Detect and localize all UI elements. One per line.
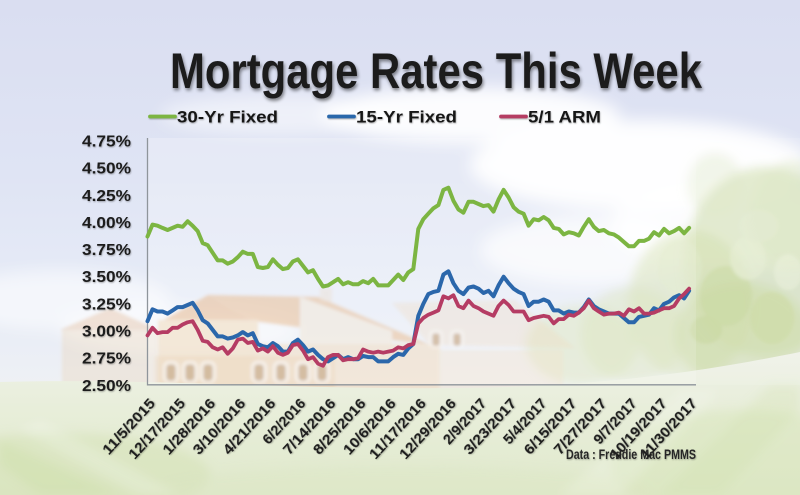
svg-text:4.75%: 4.75% <box>82 134 131 151</box>
svg-text:Mortgage Rates This Week: Mortgage Rates This Week <box>170 43 702 99</box>
svg-text:4.50%: 4.50% <box>82 161 131 178</box>
svg-text:3.00%: 3.00% <box>82 324 131 341</box>
svg-text:2.75%: 2.75% <box>82 351 131 368</box>
svg-text:3.25%: 3.25% <box>82 296 131 313</box>
svg-text:15-Yr Fixed: 15-Yr Fixed <box>356 108 457 127</box>
svg-text:30-Yr Fixed: 30-Yr Fixed <box>177 108 278 127</box>
svg-text:3.50%: 3.50% <box>82 269 131 286</box>
svg-text:4.25%: 4.25% <box>82 188 131 205</box>
svg-text:Data : Freddie Mac PMMS: Data : Freddie Mac PMMS <box>566 446 696 462</box>
svg-text:4.00%: 4.00% <box>82 215 131 232</box>
svg-text:2.50%: 2.50% <box>82 378 131 395</box>
svg-text:5/1 ARM: 5/1 ARM <box>528 108 601 127</box>
svg-text:3.75%: 3.75% <box>82 242 131 259</box>
